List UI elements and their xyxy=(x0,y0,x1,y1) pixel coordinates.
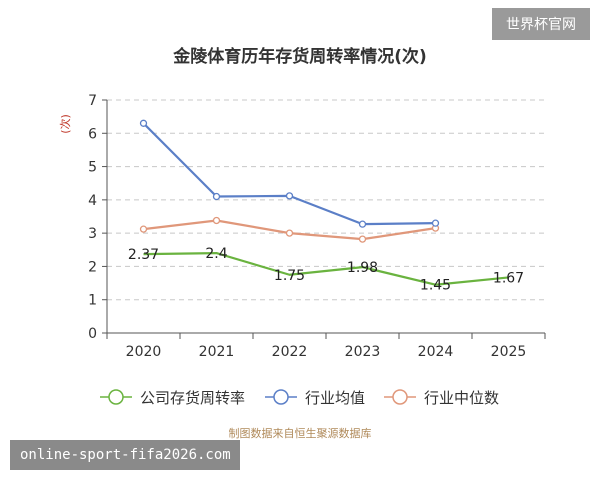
y-tick-label-2: 2 xyxy=(88,259,97,275)
x-tick-label-2023: 2023 xyxy=(345,344,381,360)
x-tick-label-2020: 2020 xyxy=(126,344,162,360)
series-lines xyxy=(139,119,509,286)
data-label-2022: 1.75 xyxy=(274,268,305,284)
legend: 公司存货周转率 行业均值 行业中位数 xyxy=(100,389,499,407)
legend-item-1: 行业均值 xyxy=(265,389,365,407)
legend-marker-2 xyxy=(392,389,408,405)
series-2-point-2020 xyxy=(139,225,148,233)
data-label-2020: 2.37 xyxy=(128,247,159,263)
legend-label-2: 行业中位数 xyxy=(424,389,499,407)
legend-label-0: 公司存货周转率 xyxy=(140,389,245,407)
data-labels: 2.37 2.4 1.75 1.98 1.45 1.67 xyxy=(128,246,524,294)
y-tick-label-3: 3 xyxy=(88,226,97,242)
data-label-2023: 1.98 xyxy=(347,260,378,276)
x-tick-label-2022: 2022 xyxy=(272,344,308,360)
watermark-badge: 世界杯官网 xyxy=(492,8,590,40)
x-tick-label-2025: 2025 xyxy=(491,344,527,360)
legend-marker-0 xyxy=(108,389,124,405)
source-note: 制图数据来自恒生聚源数据库 xyxy=(229,426,372,440)
series-line-0 xyxy=(143,252,509,286)
x-tick-label-2021: 2021 xyxy=(199,344,235,360)
series-2-point-2022 xyxy=(285,229,294,237)
legend-label-1: 行业均值 xyxy=(305,389,365,407)
data-label-2025: 1.67 xyxy=(493,270,524,286)
y-tick-label-1: 1 xyxy=(88,293,97,309)
y-tick-label-0: 0 xyxy=(88,326,97,342)
legend-item-2: 行业中位数 xyxy=(384,389,499,407)
chart-title: 金陵体育历年存货周转率情况(次) xyxy=(172,46,427,67)
y-axis-label: (次) xyxy=(58,114,72,134)
series-line-1 xyxy=(142,122,436,226)
y-tick-label-4: 4 xyxy=(88,193,97,209)
series-1-point-2022 xyxy=(285,192,294,200)
x-tick-label-2024: 2024 xyxy=(418,344,454,360)
site-url-banner[interactable]: online-sport-fifa2026.com xyxy=(10,440,240,470)
data-label-2024: 1.45 xyxy=(420,278,451,294)
legend-marker-1 xyxy=(273,389,289,405)
series-2-point-2021 xyxy=(212,216,221,225)
series-1-point-2020 xyxy=(139,119,148,127)
series-1-point-2023 xyxy=(358,220,367,228)
series-1-point-2021 xyxy=(212,192,221,201)
data-label-2021: 2.4 xyxy=(205,246,227,262)
gridlines xyxy=(107,99,545,301)
y-tick-label-7: 7 xyxy=(88,93,97,109)
legend-item-0: 公司存货周转率 xyxy=(100,389,245,407)
series-1-point-2024 xyxy=(431,219,440,227)
series-2-point-2023 xyxy=(358,235,367,243)
y-tick-label-6: 6 xyxy=(88,126,97,142)
y-tick-label-5: 5 xyxy=(88,160,97,176)
axes: 0 1 2 3 4 5 6 7 2020 2021 2022 2023 2024 2025 xyxy=(88,93,546,360)
